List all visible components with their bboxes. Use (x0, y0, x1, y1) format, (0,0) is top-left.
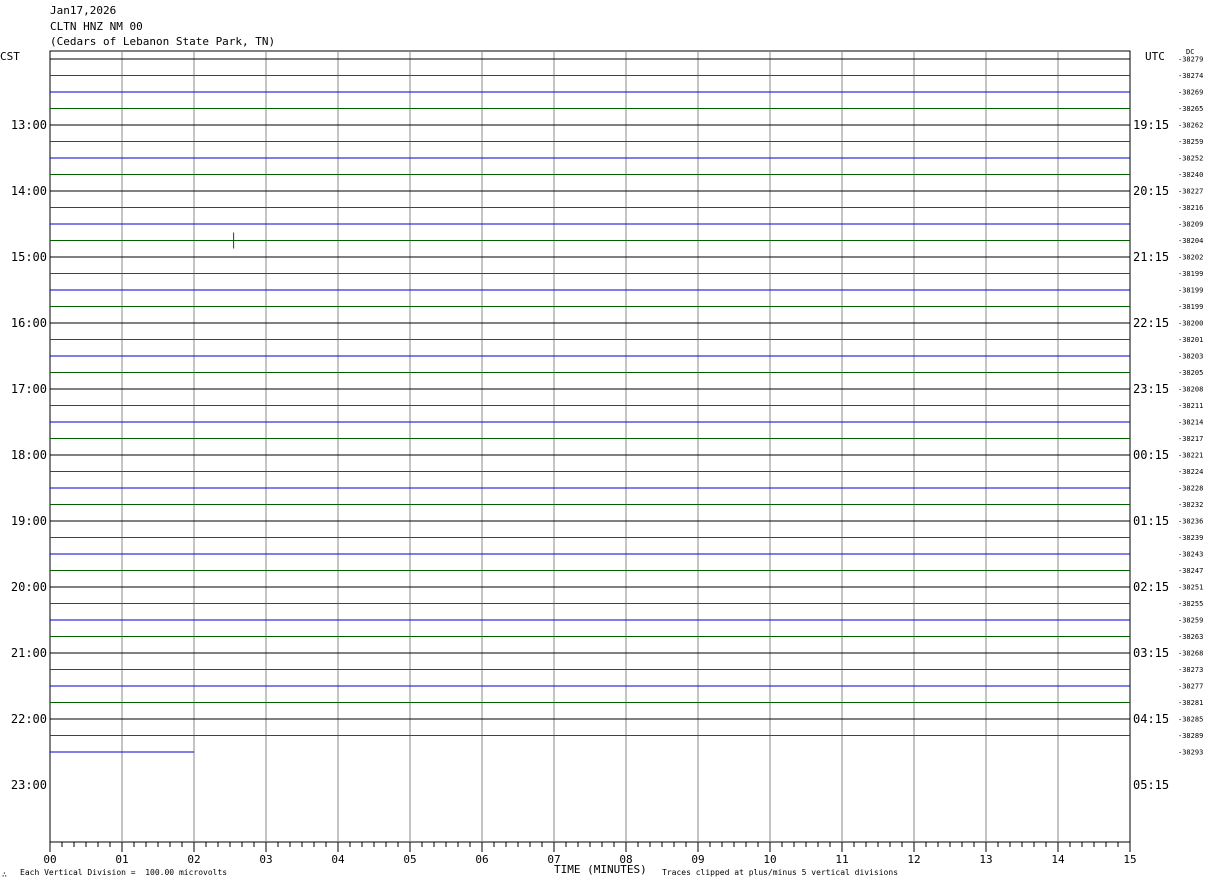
dc-offset-label: -38199 (1178, 287, 1203, 295)
dc-offset-label: -38273 (1178, 666, 1203, 674)
x-tick-label: 02 (187, 853, 200, 866)
dc-offset-label: -38216 (1178, 204, 1203, 212)
x-tick-label: 05 (403, 853, 416, 866)
right-hour-label: 20:15 (1133, 184, 1169, 198)
right-hour-label: 23:15 (1133, 382, 1169, 396)
dc-offset-label: -38224 (1178, 468, 1203, 476)
clip-note: Traces clipped at plus/minus 5 vertical … (662, 868, 899, 877)
right-hour-label: 00:15 (1133, 448, 1169, 462)
dc-offset-label: -38274 (1178, 72, 1203, 80)
plot-frame (49, 50, 1131, 843)
dc-offset-label: -38277 (1178, 683, 1203, 691)
dc-offset-label: -38262 (1178, 122, 1203, 130)
left-hour-label: 22:00 (11, 712, 47, 726)
dc-offset-label: -38203 (1178, 353, 1203, 361)
dc-offset-label: -38236 (1178, 518, 1203, 526)
dc-offset-label: -38239 (1178, 534, 1203, 542)
dc-offset-label: -38263 (1178, 633, 1203, 641)
dc-offset-label: -38255 (1178, 600, 1203, 608)
left-hour-label: 19:00 (11, 514, 47, 528)
x-axis-title: TIME (MINUTES) (554, 863, 647, 876)
dc-offset-label: -38214 (1178, 419, 1203, 427)
dc-offset-label: -38252 (1178, 155, 1203, 163)
header-station: CLTN HNZ NM 00 (50, 20, 143, 33)
dc-offset-label: -38279 (1178, 56, 1203, 64)
dc-offset-label: -38268 (1178, 650, 1203, 658)
right-hour-label: 03:15 (1133, 646, 1169, 660)
header-location: (Cedars of Lebanon State Park, TN) (50, 35, 276, 48)
dc-offset-label: -38232 (1178, 501, 1203, 509)
dc-offset-label: -38211 (1178, 402, 1203, 410)
x-tick-label: 14 (1051, 853, 1065, 866)
dc-offset-label: -38265 (1178, 105, 1203, 113)
left-hour-label: 20:00 (11, 580, 47, 594)
left-hour-label: 21:00 (11, 646, 47, 660)
dc-offset-label: -38227 (1178, 188, 1203, 196)
left-hour-label: 18:00 (11, 448, 47, 462)
right-hour-label: 21:15 (1133, 250, 1169, 264)
right-hour-label: 02:15 (1133, 580, 1169, 594)
right-timezone-label: UTC (1145, 50, 1165, 63)
right-hour-label: 19:15 (1133, 118, 1169, 132)
x-tick-label: 01 (115, 853, 128, 866)
x-tick-label: 06 (475, 853, 488, 866)
left-hour-label: 17:00 (11, 382, 47, 396)
dc-offset-label: -38209 (1178, 221, 1203, 229)
x-tick-label: 00 (43, 853, 56, 866)
left-hour-label: 16:00 (11, 316, 47, 330)
scale-note: Each Vertical Division = 100.00 microvol… (20, 868, 228, 877)
header-date: Jan17,2026 (50, 4, 117, 17)
dc-offset-label: -38202 (1178, 254, 1203, 262)
x-tick-label: 15 (1123, 853, 1136, 866)
dc-offset-label: -38204 (1178, 237, 1203, 245)
corner-mark: ∴ (2, 870, 7, 879)
dc-offset-label: -38240 (1178, 171, 1203, 179)
dc-label: DC (1186, 48, 1195, 56)
x-tick-label: 03 (259, 853, 272, 866)
dc-offset-label: -38259 (1178, 138, 1203, 146)
right-hour-label: 22:15 (1133, 316, 1169, 330)
left-hour-label: 23:00 (11, 778, 47, 792)
dc-offset-label: -38199 (1178, 270, 1203, 278)
dc-offset-label: -38217 (1178, 435, 1203, 443)
right-hour-label: 04:15 (1133, 712, 1169, 726)
dc-offset-label: -38281 (1178, 699, 1203, 707)
dc-offset-label: -38293 (1178, 749, 1203, 757)
x-tick-label: 13 (979, 853, 992, 866)
dc-offset-label: -38247 (1178, 567, 1203, 575)
dc-offset-label: -38228 (1178, 485, 1203, 493)
dc-offset-label: -38243 (1178, 551, 1203, 559)
right-hour-label: 01:15 (1133, 514, 1169, 528)
dc-offset-label: -38285 (1178, 716, 1203, 724)
dc-offset-label: -38199 (1178, 303, 1203, 311)
x-tick-label: 07 (547, 853, 560, 866)
dc-offset-label: -38289 (1178, 732, 1203, 740)
x-tick-label: 10 (763, 853, 776, 866)
right-hour-label: 05:15 (1133, 778, 1169, 792)
x-tick-label: 04 (331, 853, 345, 866)
dc-offset-label: -38205 (1178, 369, 1203, 377)
x-tick-label: 11 (835, 853, 848, 866)
x-tick-label: 09 (691, 853, 704, 866)
dc-offset-label: -38259 (1178, 617, 1203, 625)
left-hour-label: 14:00 (11, 184, 47, 198)
left-timezone-label: CST (0, 50, 20, 63)
x-tick-label: 12 (907, 853, 920, 866)
dc-offset-label: -38251 (1178, 584, 1203, 592)
dc-offset-label: -38208 (1178, 386, 1203, 394)
left-hour-label: 15:00 (11, 250, 47, 264)
dc-offset-label: -38221 (1178, 452, 1203, 460)
dc-offset-label: -38201 (1178, 336, 1203, 344)
left-hour-label: 13:00 (11, 118, 47, 132)
x-tick-label: 08 (619, 853, 632, 866)
dc-offset-label: -38269 (1178, 89, 1203, 97)
dc-offset-label: -38200 (1178, 320, 1203, 328)
